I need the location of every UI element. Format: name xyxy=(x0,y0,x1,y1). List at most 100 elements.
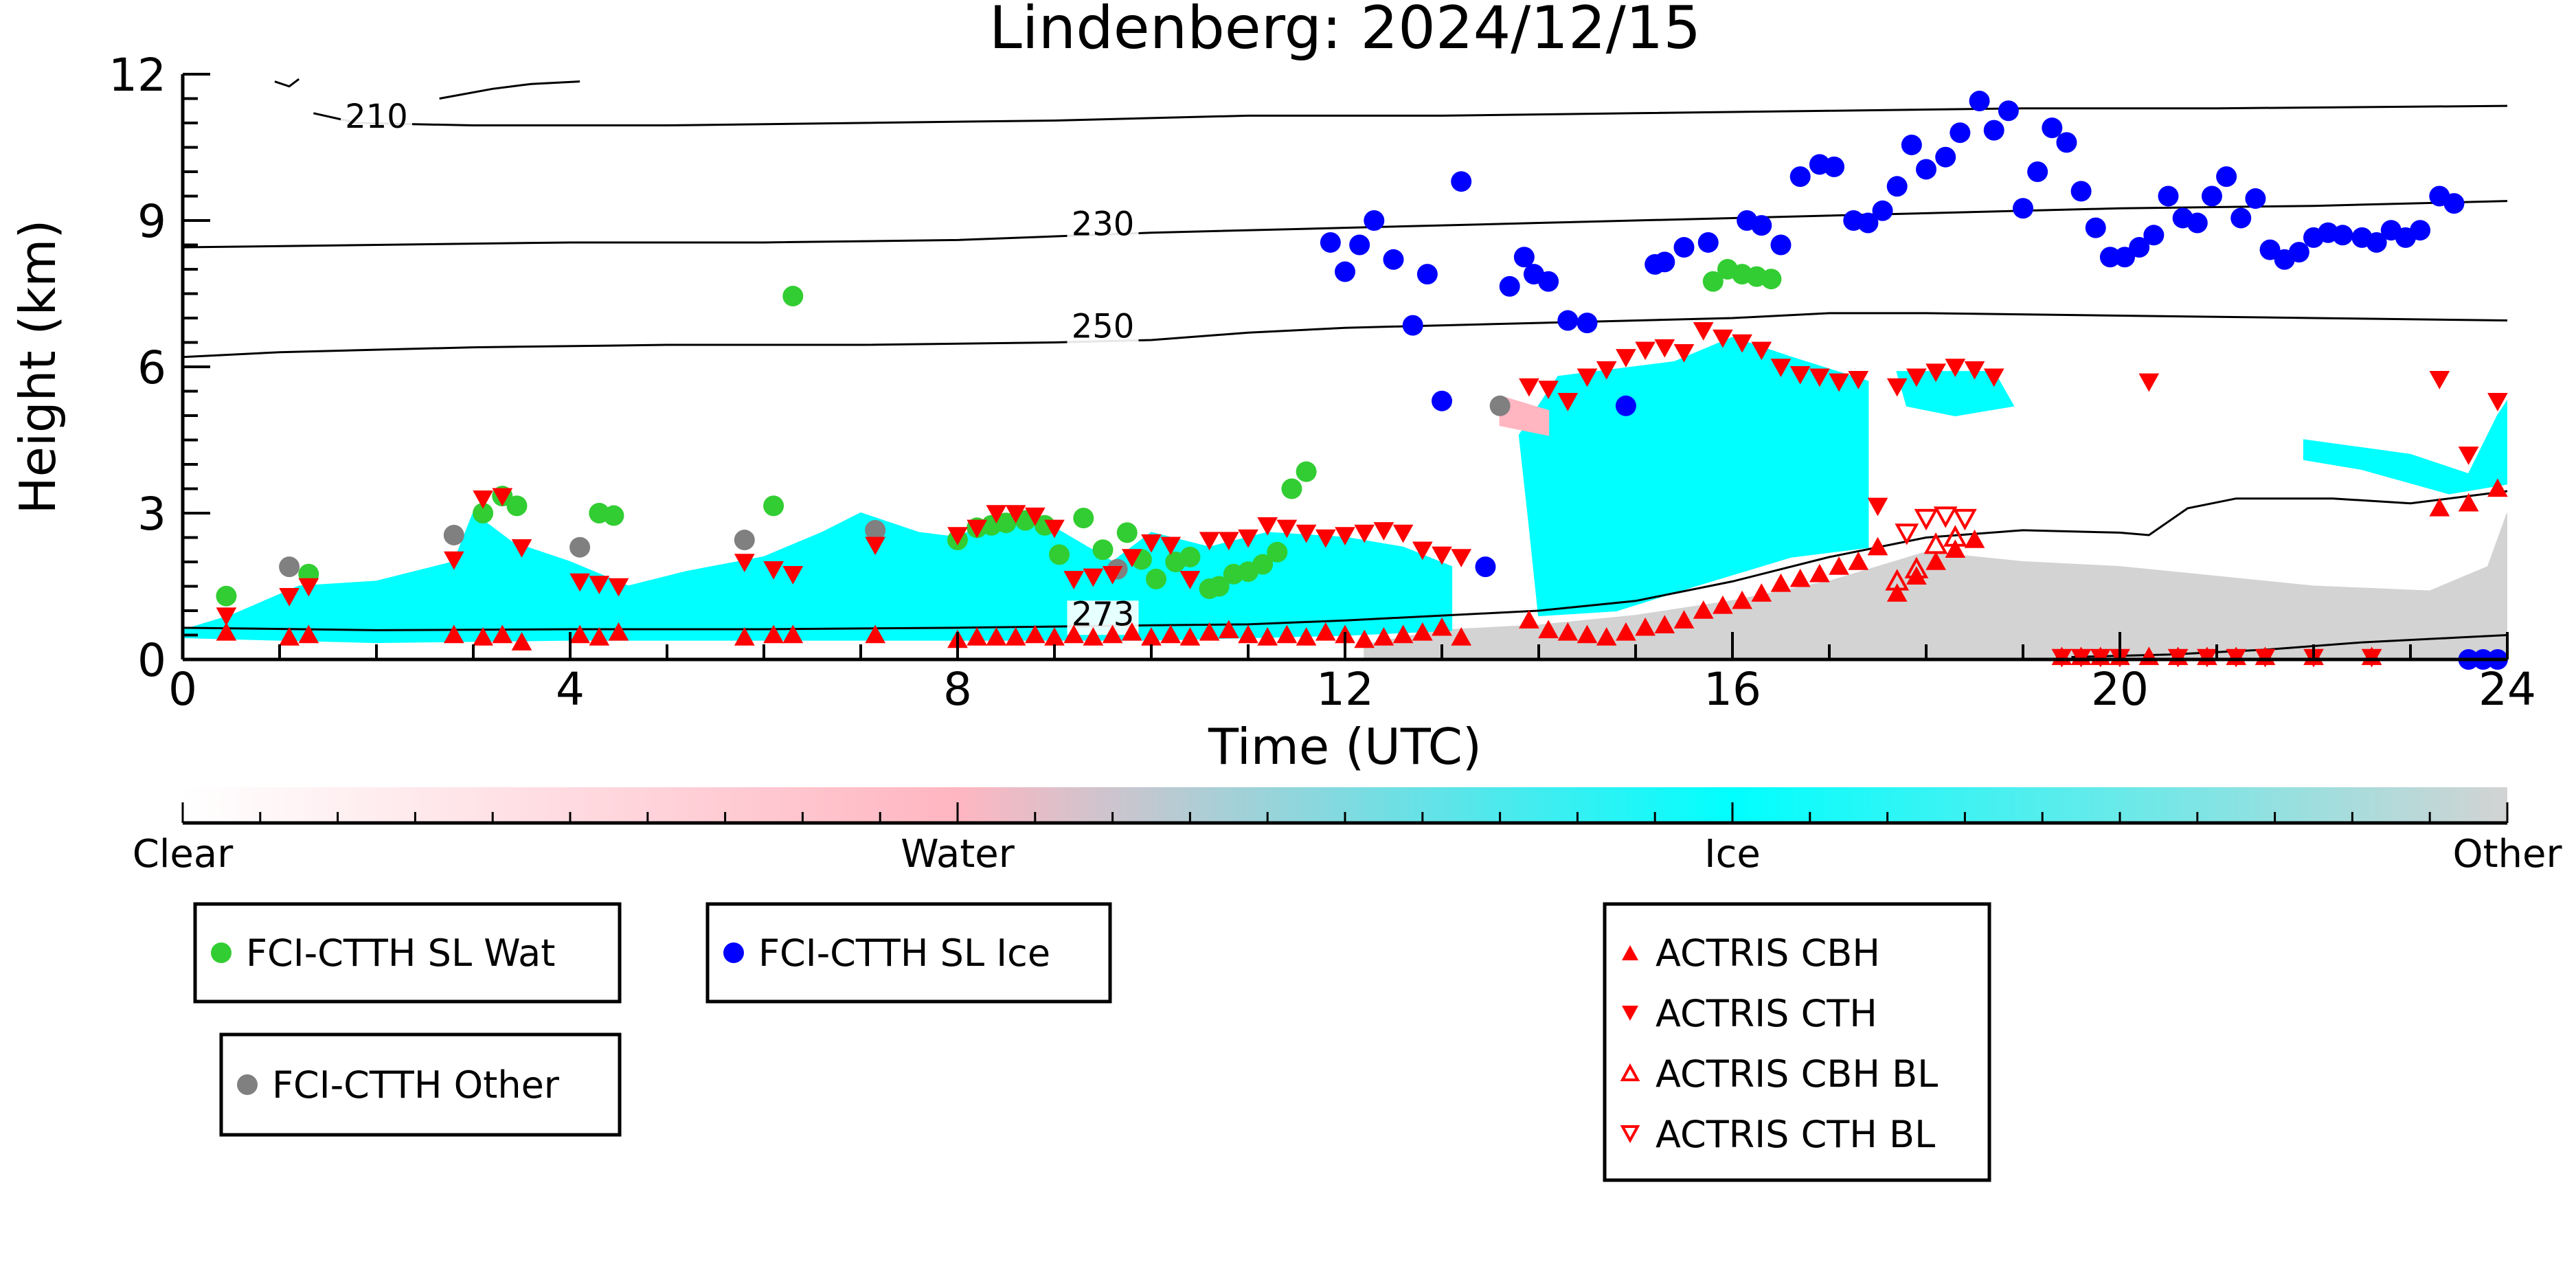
fci-ctth-sl-ice-point xyxy=(2366,231,2387,253)
fci-ctth-sl-ice-point xyxy=(2410,220,2431,241)
fci-ctth-sl-ice-point xyxy=(2099,247,2121,268)
actris-cth-point xyxy=(1693,322,1714,341)
actris-cth-point xyxy=(782,566,804,585)
legend-label-actris-cth-bl: ACTRIS CTH BL xyxy=(1656,1113,1935,1156)
actris-cbh-point xyxy=(1867,536,1888,556)
fci-ctth-sl-wat-point xyxy=(506,495,528,517)
actris-cth-point xyxy=(1829,373,1849,392)
fci-ctth-sl-ice-point xyxy=(1654,251,1675,273)
fci-ctth-sl-ice-point xyxy=(2245,188,2266,210)
actris-cbh-point xyxy=(1654,615,1675,633)
actris-cth-point xyxy=(569,573,590,592)
legend-marker-actris-cth-bl xyxy=(1620,1125,1640,1144)
actris-cbh-point xyxy=(1693,600,1714,619)
x-tick-label: 8 xyxy=(943,663,972,716)
fci-ctth-sl-wat-point xyxy=(1208,576,1230,597)
actris-cbh-point xyxy=(1160,624,1182,644)
fci-ctth-sl-ice-point xyxy=(1451,171,1472,192)
actris-cth-point xyxy=(734,554,755,573)
actris-cbh-point xyxy=(1945,539,1966,558)
actris-cth-point xyxy=(1654,339,1675,358)
fci-ctth-sl-ice-point xyxy=(1751,215,1772,236)
legend-fci-ice: FCI-CTTH SL Ice xyxy=(705,902,1112,1004)
legend-marker-fci-ice xyxy=(723,942,744,963)
legend-label-fci-ice: FCI-CTTH SL Ice xyxy=(758,931,1050,975)
contour-label-bg xyxy=(1067,600,1139,635)
actris-cth-point xyxy=(2487,393,2508,411)
actris-cbh-point xyxy=(1635,617,1656,636)
fci-ctth-sl-ice-point xyxy=(1770,234,1792,256)
actris-cbh-point xyxy=(1964,530,1985,548)
actris-cth-point xyxy=(2458,447,2479,465)
fci-ctth-sl-wat-point xyxy=(603,505,624,526)
actris-cbh-point xyxy=(865,624,885,644)
actris-cbh-point xyxy=(1451,627,1472,646)
actris-cth-point xyxy=(1179,571,1201,589)
actris-cth-point xyxy=(1945,359,1966,378)
actris-cbh-point xyxy=(763,624,784,644)
actris-cbh-point xyxy=(782,624,804,644)
actris-cbh-point xyxy=(1925,551,1946,570)
x-tick-label: 12 xyxy=(1316,663,1374,716)
actris-cth-point xyxy=(1296,524,1317,543)
actris-cth-point xyxy=(1577,368,1598,387)
actris-cbh-point xyxy=(1121,622,1142,641)
actris-cth-point xyxy=(1063,571,1085,589)
actris-cbh-point xyxy=(608,622,629,641)
colorbar-label-ice: Ice xyxy=(1704,832,1761,877)
actris-cbh-point xyxy=(1199,622,1220,641)
fci-ctth-sl-ice-point xyxy=(1402,315,1423,336)
fci-ctth-sl-ice-point xyxy=(2187,212,2208,234)
fci-ctth-sl-ice-point xyxy=(2070,181,2092,202)
fci-ctth-sl-wat-point xyxy=(216,585,237,607)
actris-cbh-point xyxy=(443,624,464,644)
actris-cth-point xyxy=(1238,529,1258,548)
contour-label: 250 xyxy=(1072,307,1135,346)
actris-cth-point xyxy=(1432,546,1452,565)
fci-ctth-sl-ice-point xyxy=(1886,176,1908,197)
fci-ctth-other-point xyxy=(569,536,591,558)
x-tick-label: 4 xyxy=(556,663,585,716)
actris-cbh-point xyxy=(1557,622,1579,641)
fci-ctth-sl-ice-point xyxy=(1475,556,1496,578)
fci-ctth-sl-wat-point xyxy=(1281,478,1302,499)
actris-cth-point xyxy=(1315,529,1336,548)
actris-cbh-point xyxy=(1577,624,1598,644)
contour-segment-1 xyxy=(439,80,580,100)
fci-ctth-sl-wat-point xyxy=(1296,461,1317,482)
actris-cbh-point xyxy=(589,627,610,646)
x-tick-label: 0 xyxy=(168,663,197,716)
fci-ctth-sl-ice-point xyxy=(2129,237,2150,258)
data-markers xyxy=(216,91,2508,670)
actris-cbh-point xyxy=(511,632,532,651)
actris-cbh-point xyxy=(2458,493,2479,512)
fci-ctth-sl-ice-point xyxy=(2085,217,2106,238)
fci-ctth-sl-wat-point xyxy=(1267,541,1288,563)
actris-cbh-point xyxy=(1179,627,1201,646)
fci-ctth-sl-ice-point xyxy=(1499,275,1520,297)
contour-segment-2 xyxy=(274,78,300,88)
actris-cth-point xyxy=(1751,341,1772,361)
actris-cth-bl-point xyxy=(1933,506,1958,528)
actris-cbh-point xyxy=(1596,627,1617,646)
actris-cth-point xyxy=(1519,378,1539,397)
actris-cth-point xyxy=(1102,566,1123,585)
actris-cbh-point xyxy=(1296,627,1317,646)
legend-fci-water: FCI-CTTH SL Wat xyxy=(193,902,622,1004)
fci-ctth-sl-ice-point xyxy=(1383,249,1404,270)
colorbar-ticks xyxy=(181,802,2509,825)
colorbar-label-water: Water xyxy=(901,832,1015,877)
legend-marker-actris-cbh xyxy=(1622,945,1638,960)
actris-cbh-point xyxy=(569,624,590,644)
actris-cth-point xyxy=(1451,549,1472,567)
actris-cbh-point xyxy=(1770,573,1792,592)
actris-cbh-point xyxy=(2429,497,2450,517)
actris-cbh-point xyxy=(279,627,300,646)
contour-250-4 xyxy=(183,312,2507,359)
actris-cbh-point xyxy=(1005,627,1026,646)
fci-ctth-sl-wat-point xyxy=(1073,508,1094,529)
actris-cbh-point xyxy=(473,627,493,646)
actris-cth-point xyxy=(1412,541,1433,561)
colorbar: Clear Water Ice Other xyxy=(133,787,2562,877)
